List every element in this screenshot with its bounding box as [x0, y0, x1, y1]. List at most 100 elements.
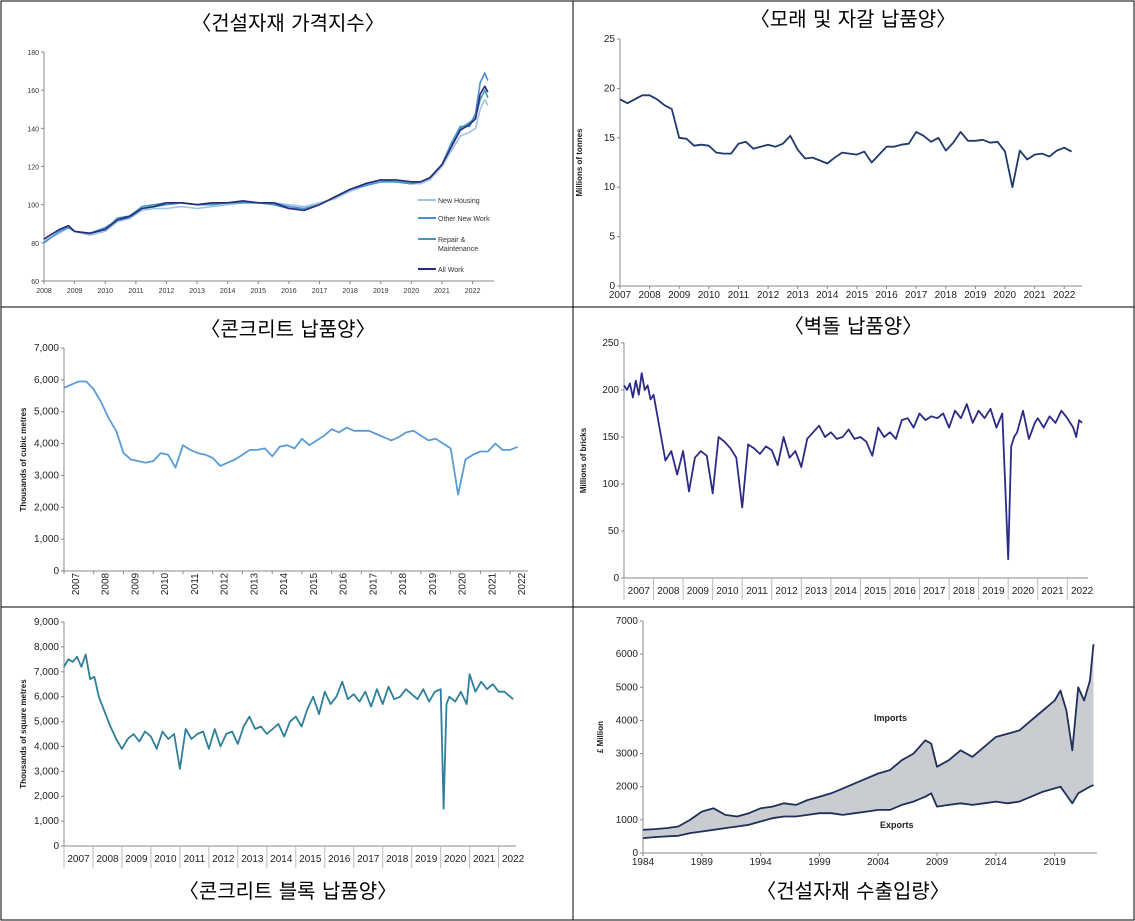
- y-axis-title: Thousands of cubic metres: [19, 407, 28, 512]
- y-tick-label: 5,000: [34, 717, 59, 728]
- x-tick-label: 2013: [249, 572, 260, 595]
- x-tick-label: 2019: [1044, 857, 1067, 868]
- x-tick-label: 2012: [775, 586, 798, 597]
- x-tick-label: 2018: [342, 288, 358, 295]
- series-line-repair-maintenance: [43, 89, 489, 240]
- x-tick-label: 2022: [1053, 290, 1076, 301]
- x-tick-label: 2016: [328, 854, 351, 865]
- y-tick-label: 7,000: [34, 343, 59, 354]
- chart-trade: 0 1000 2000 3000 4000 5000 6000 7000 1984 1989 199…: [596, 616, 1097, 868]
- series-line-2: [63, 380, 518, 496]
- y-tick-label: 5: [609, 232, 615, 243]
- x-tick-label: 2012: [757, 290, 780, 301]
- panel-1-title: 〈건설자재 가격지수〉: [191, 11, 385, 35]
- x-tick-label: 2010: [698, 290, 721, 301]
- y-tick-label: 80: [31, 241, 39, 248]
- y-tick-label: 5000: [616, 682, 639, 693]
- x-tick-label: 2009: [125, 854, 148, 865]
- x-tick-label: 2010: [154, 854, 177, 865]
- y-tick-label: 6000: [616, 649, 639, 660]
- x-tick-label: 2020: [1012, 586, 1035, 597]
- x-tick-label: 2010: [160, 572, 171, 595]
- y-tick-label: 0: [53, 566, 59, 577]
- x-tick-label: 2013: [189, 288, 205, 295]
- y-tick-label: 60: [31, 279, 39, 286]
- x-tick-label: 2007: [67, 854, 90, 865]
- y-tick-label: 6,000: [34, 692, 59, 703]
- x-tick-label: 2022: [502, 854, 525, 865]
- x-tick-label: 2016: [875, 290, 898, 301]
- x-tick-label: 2021: [434, 288, 450, 295]
- y-tick-label: 1,000: [34, 816, 59, 827]
- x-tick-label: 1999: [808, 857, 831, 868]
- x-tick-label: 2017: [905, 290, 928, 301]
- x-tick-label: 2021: [487, 572, 498, 595]
- x-tick-label: 2019: [373, 288, 389, 295]
- panel-4-title: 〈벽돌 납품양〉: [784, 314, 922, 338]
- series-line-new-housing: [43, 98, 489, 242]
- x-tick-label: 2004: [867, 857, 890, 868]
- x-tick-label: 2008: [657, 586, 680, 597]
- x-tick-label: 2016: [339, 572, 350, 595]
- y-tick-label: 6,000: [34, 375, 59, 386]
- y-tick-label: 250: [602, 338, 619, 349]
- legend-label: Repair & Maintenance: [438, 237, 478, 253]
- x-tick-label: 2011: [190, 573, 201, 595]
- y-tick-label: 10: [604, 182, 616, 193]
- y-tick-label: 0: [613, 573, 619, 584]
- legend-label: All Work: [438, 267, 464, 274]
- x-tick-label: 2019: [982, 586, 1005, 597]
- y-tick-label: 3,000: [34, 766, 59, 777]
- x-tick-label: 2014: [835, 586, 858, 597]
- y-tick-label: 2,000: [34, 791, 59, 802]
- y-tick-label: 2,000: [34, 502, 59, 513]
- legend-label: New Housing: [438, 198, 480, 205]
- y-tick-label: 4,000: [34, 439, 59, 450]
- x-tick-label: 2016: [281, 288, 297, 295]
- x-tick-label: 2008: [36, 288, 52, 295]
- y-tick-label: 120: [27, 165, 39, 172]
- y-axis-title: Millions of bricks: [579, 427, 588, 493]
- x-tick-label: 2022: [1071, 586, 1094, 597]
- x-tick-label: 2017: [357, 854, 380, 865]
- legend-label: Other New Work: [438, 216, 490, 223]
- trade-gap-area: [643, 644, 1094, 839]
- imports-annotation: Imports: [874, 713, 907, 723]
- y-tick-label: 100: [602, 479, 619, 490]
- x-tick-label: 2021: [1023, 290, 1046, 301]
- panel-2-title: 〈모래 및 자갈 납품양〉: [750, 7, 956, 31]
- y-tick-label: 3000: [616, 749, 639, 760]
- y-axis-title: Thousands of square metres: [19, 679, 28, 789]
- x-tick-label: 2018: [398, 572, 409, 595]
- x-tick-label: 2009: [130, 572, 141, 595]
- y-tick-label: 0: [53, 841, 59, 852]
- x-tick-label: 2013: [241, 854, 264, 865]
- y-tick-label: 1000: [616, 815, 639, 826]
- x-tick-label: 2020: [444, 854, 467, 865]
- y-tick-label: 180: [27, 50, 39, 57]
- y-tick-label: 3,000: [34, 470, 59, 481]
- x-tick-label: 2018: [386, 854, 409, 865]
- y-tick-label: 7,000: [34, 667, 59, 678]
- y-tick-label: 150: [602, 432, 619, 443]
- y-tick-label: 2000: [616, 782, 639, 793]
- panel-3-title: 〈콘크리트 납품양〉: [200, 317, 375, 341]
- x-tick-label: 2012: [220, 572, 231, 595]
- x-tick-label: 1989: [691, 857, 714, 868]
- x-tick-label: 1994: [749, 857, 772, 868]
- y-tick-label: 25: [604, 34, 616, 45]
- x-tick-label: 2019: [428, 572, 439, 595]
- x-tick-label: 2008: [638, 290, 661, 301]
- x-tick-label: 2020: [994, 290, 1017, 301]
- panel-6-title: 〈건설자재 수출입량〉: [756, 879, 950, 903]
- exports-annotation: Exports: [880, 820, 914, 830]
- x-tick-label: 2015: [309, 572, 320, 595]
- y-tick-label: 20: [604, 83, 616, 94]
- x-tick-label: 2014: [985, 857, 1008, 868]
- y-tick-label: 15: [604, 133, 616, 144]
- x-tick-label: 2007: [609, 290, 632, 301]
- x-tick-label: 2014: [270, 854, 293, 865]
- y-tick-label: 200: [602, 385, 619, 396]
- y-tick-label: 140: [27, 126, 39, 133]
